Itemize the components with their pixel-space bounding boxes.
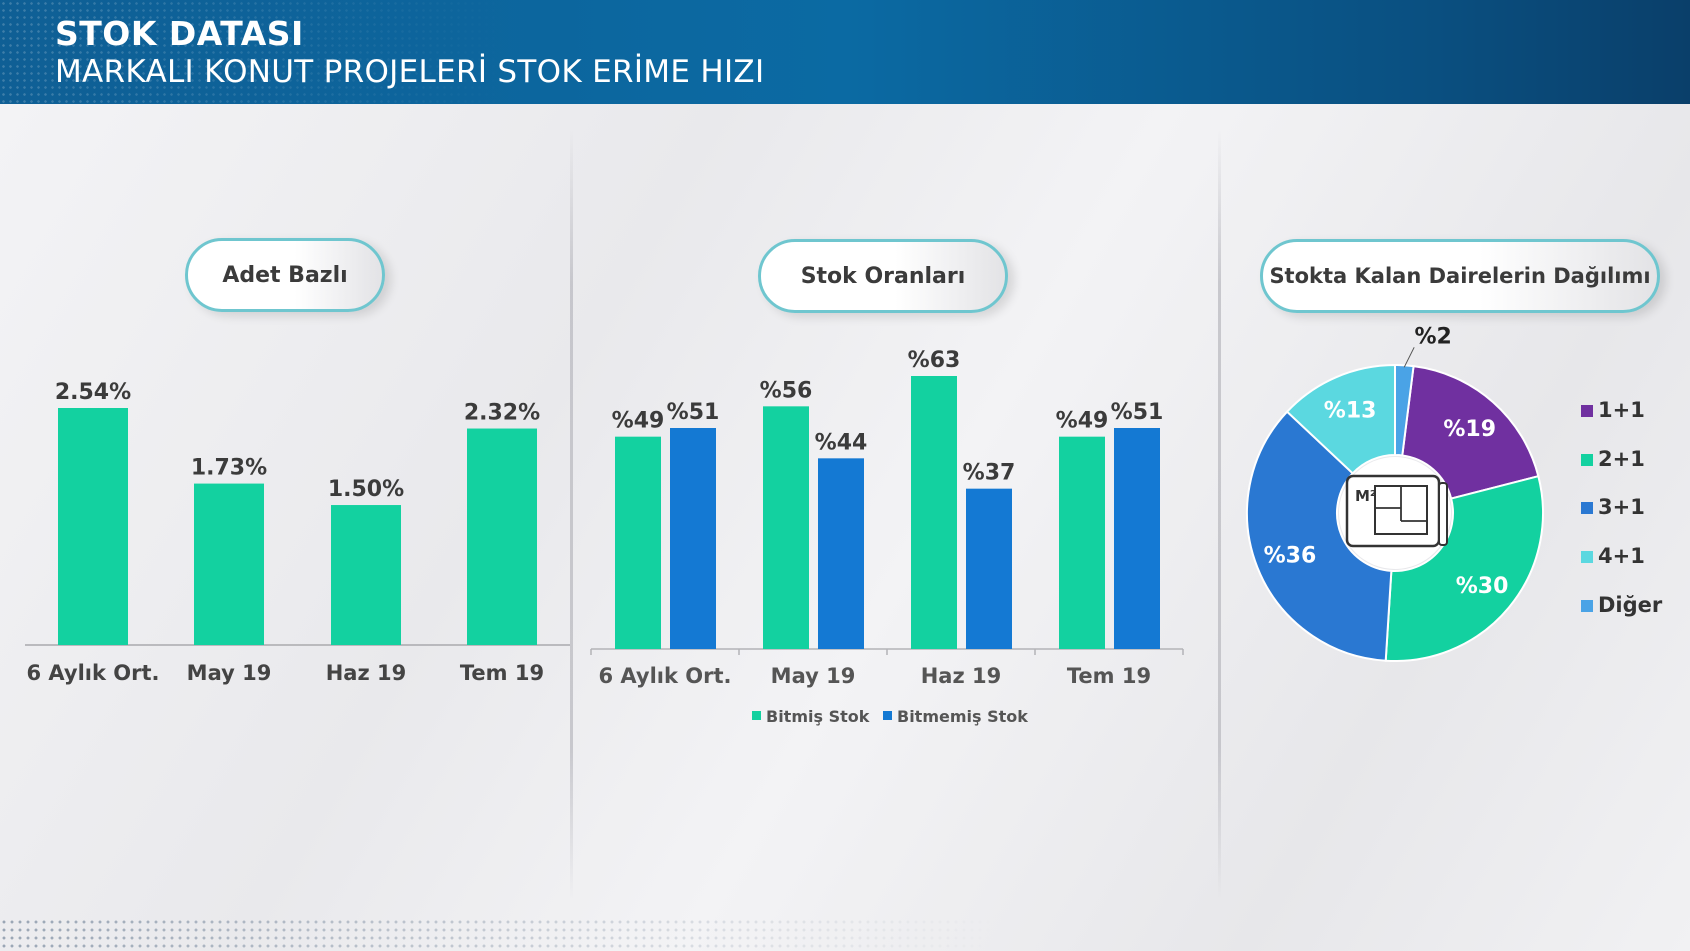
donut-data-label: %19 [1443, 417, 1496, 442]
adet-bazli-chart: 2.54% 6 Aylık Ort. 1.73% May 19 1.50% Haz 19 2… [25, 380, 570, 685]
adet-bar [331, 505, 401, 645]
adet-bar [58, 408, 128, 645]
donut-legend-marker [1581, 405, 1593, 417]
adet-data-label: 2.32% [464, 401, 540, 426]
stok-legend-label: Bitmiş Stok [766, 707, 870, 726]
blueprint-m2-label: M² [1355, 487, 1377, 505]
adet-tick-label: Haz 19 [326, 661, 407, 685]
stok-bar [966, 488, 1012, 649]
donut-leader-line [1403, 347, 1415, 368]
dagilim-title: Stokta Kalan Dairelerin Dağılımı [1269, 264, 1651, 288]
adet-bazli-title-pill: Adet Bazlı [185, 238, 385, 312]
header-dot-pattern [0, 0, 520, 104]
floor-plan-icon: M² [1339, 457, 1451, 569]
stok-bar [818, 458, 864, 649]
page-title: STOK DATASI [55, 14, 304, 53]
stok-data-label: %44 [815, 430, 868, 455]
donut-slice [1401, 365, 1540, 500]
stok-data-label: %49 [1056, 409, 1109, 434]
adet-tick-label: Tem 19 [460, 661, 544, 685]
panel-divider-left [570, 130, 573, 900]
donut-legend-label: 2+1 [1598, 447, 1645, 471]
stok-oranlari-title: Stok Oranları [800, 263, 966, 289]
adet-data-label: 2.54% [55, 380, 131, 405]
stok-oranlari-title-pill: Stok Oranları [758, 239, 1008, 313]
stok-tick-label: Haz 19 [921, 664, 1002, 688]
stok-bar [1059, 436, 1105, 649]
stok-legend-label: Bitmemiş Stok [897, 707, 1028, 726]
donut-slice [1394, 363, 1415, 457]
stok-data-label: %51 [1111, 400, 1164, 425]
stok-data-label: %49 [612, 409, 665, 434]
stok-tick-label: Tem 19 [1067, 664, 1151, 688]
donut-legend-marker [1581, 454, 1593, 466]
donut-slice [1246, 410, 1393, 662]
donut-legend-marker [1581, 551, 1593, 563]
donut-center [1339, 457, 1451, 569]
donut-data-label: %13 [1324, 398, 1377, 423]
footer-dot-pattern [0, 918, 1000, 948]
adet-data-label: 1.50% [328, 477, 404, 502]
donut-legend-label: Diğer [1598, 593, 1663, 617]
stok-data-label: %63 [908, 348, 961, 373]
dagilim-title-pill: Stokta Kalan Dairelerin Dağılımı [1260, 239, 1660, 313]
adet-tick-label: 6 Aylık Ort. [26, 661, 159, 685]
stok-legend-marker [883, 711, 892, 720]
stok-bar [1114, 428, 1160, 649]
donut-data-label: %36 [1264, 544, 1317, 569]
adet-data-label: 1.73% [191, 456, 267, 481]
adet-bar [467, 428, 537, 645]
stok-bar [615, 436, 661, 649]
dagilim-donut-chart: %19 %30 %36 %13 %2 M² 1+1 2+1 3+1 4+1 Diğer [1246, 324, 1663, 662]
adet-tick-label: May 19 [187, 661, 272, 685]
stok-bar [763, 406, 809, 649]
donut-data-label: %30 [1456, 574, 1509, 599]
stok-data-label: %56 [760, 378, 813, 403]
stok-legend-marker [752, 711, 761, 720]
donut-legend-label: 3+1 [1598, 495, 1645, 519]
stok-data-label: %51 [667, 400, 720, 425]
donut-legend-label: 1+1 [1598, 398, 1645, 422]
blueprint-roll [1438, 482, 1448, 546]
stok-tick-label: 6 Aylık Ort. [598, 664, 731, 688]
donut-data-label: %2 [1414, 324, 1451, 349]
page-subtitle: MARKALI KONUT PROJELERİ STOK ERİME HIZI [55, 54, 765, 90]
donut-legend-marker [1581, 502, 1593, 514]
donut-legend-label: 4+1 [1598, 544, 1645, 568]
header-bar: STOK DATASI MARKALI KONUT PROJELERİ STOK… [0, 0, 1690, 104]
stok-bar [911, 376, 957, 649]
adet-bazli-title: Adet Bazlı [222, 262, 348, 288]
stok-data-label: %37 [963, 461, 1016, 486]
adet-bar [194, 483, 264, 645]
panel-divider-right [1218, 130, 1221, 900]
stok-bar [670, 428, 716, 649]
donut-legend-marker [1581, 600, 1593, 612]
stok-tick-label: May 19 [771, 664, 856, 688]
